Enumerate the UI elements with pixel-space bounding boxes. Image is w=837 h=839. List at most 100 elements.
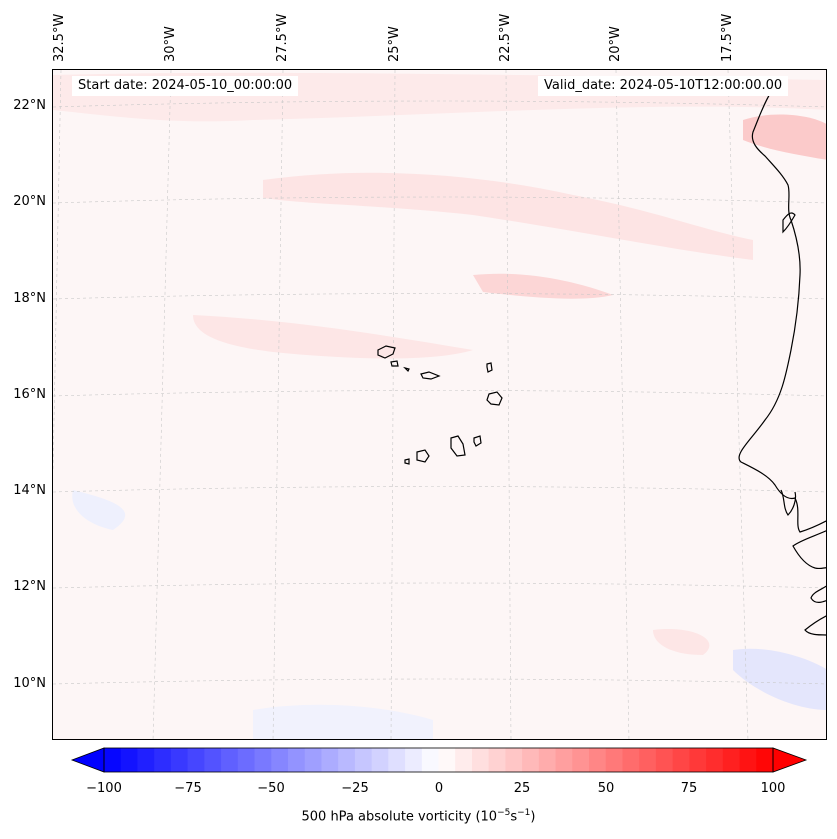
colorbar-tick: 75 (680, 781, 698, 796)
island-sao-nicolau (420, 371, 441, 380)
lat-label-10n: 10°N (13, 676, 46, 691)
cape-verde-islands (377, 345, 503, 465)
lon-label-20w: 20°W (608, 26, 623, 62)
island-brava (404, 458, 410, 465)
west-africa-coastline (738, 91, 826, 636)
colorbar-segment (572, 748, 590, 772)
island-santa-luzia (403, 366, 410, 373)
lon-gridline (615, 70, 630, 739)
colorbar-segment (287, 748, 306, 772)
start-date-label: Start date: 2024-05-10_00:00:00 (72, 76, 299, 96)
colorbar-frame (103, 747, 774, 773)
colorbar-segment (538, 748, 557, 772)
colorbar-segment (756, 748, 774, 772)
colorbar-tick: −75 (174, 781, 202, 796)
lat-gridline (53, 100, 826, 108)
colorbar-segment (505, 748, 523, 772)
lat-label-12n: 12°N (13, 579, 46, 594)
colorbar-segment (706, 748, 724, 772)
colorbar-segment (338, 748, 356, 772)
colorbar-segment (421, 748, 439, 772)
colorbar-segment (739, 748, 757, 772)
lon-gridline (505, 70, 512, 739)
colorbar-segment (154, 748, 172, 772)
island-sao-vicente (390, 360, 399, 367)
lat-label-14n: 14°N (13, 483, 46, 498)
lon-label-32-5w: 32.5°W (52, 13, 67, 62)
lon-label-25w: 25°W (387, 26, 402, 62)
colorbar-segment (488, 748, 506, 772)
lat-gridline (53, 582, 826, 589)
lon-gridline (727, 70, 749, 739)
colorbar-segment (605, 748, 623, 772)
colorbar (70, 747, 808, 773)
colorbar-arrow-min (70, 747, 105, 773)
vorticity-band (473, 273, 613, 299)
lon-label-27-5w: 27.5°W (275, 13, 290, 62)
colorbar-tick: −50 (257, 781, 285, 796)
colorbar-segment (722, 748, 741, 772)
colorbar-segment (104, 748, 122, 772)
colorbar-segment (204, 748, 222, 772)
gridlines (53, 70, 826, 739)
vorticity-band (653, 629, 710, 655)
lat-label-16n: 16°N (13, 387, 46, 402)
colorbar-segment (137, 748, 155, 772)
vorticity-field (53, 72, 826, 739)
lon-gridline (390, 70, 396, 739)
colorbar-segment (589, 748, 607, 772)
colorbar-tick: 0 (434, 781, 444, 796)
colorbar-segment (672, 748, 690, 772)
vorticity-band (193, 315, 473, 359)
colorbar-arrow-max (772, 747, 808, 773)
lon-label-17-5w: 17.5°W (720, 13, 735, 62)
lat-gridline (53, 486, 826, 493)
colorbar-tick: 50 (597, 781, 615, 796)
lat-label-20n: 20°N (13, 194, 46, 209)
lon-label-22-5w: 22.5°W (498, 13, 513, 62)
colorbar-segment (221, 748, 239, 772)
map-canvas (53, 70, 826, 739)
vorticity-band (253, 704, 433, 739)
island-santiago (450, 435, 466, 457)
lat-label-22n: 22°N (13, 98, 46, 113)
lon-gridline (53, 70, 62, 471)
lat-gridline (53, 293, 826, 300)
lat-gridline (53, 390, 826, 397)
island-boa-vista (486, 391, 503, 406)
colorbar-segment (405, 748, 423, 772)
colorbar-segment (371, 748, 389, 772)
senegal-river-detail (780, 489, 797, 516)
colorbar-segments (104, 748, 774, 772)
colorbar-segment (237, 748, 256, 772)
colorbar-segment (254, 748, 272, 772)
colorbar-segment (170, 748, 189, 772)
vorticity-band (72, 490, 126, 530)
colorbar-segment (639, 748, 657, 772)
valid-date-label: Valid_date: 2024-05-10T12:00:00.00 (538, 76, 789, 96)
colorbar-segment (689, 748, 707, 772)
vorticity-map (52, 69, 827, 740)
colorbar-tick: −100 (86, 781, 122, 796)
island-fogo (416, 449, 430, 463)
island-sal (486, 362, 493, 373)
lon-label-30w: 30°W (163, 26, 178, 62)
colorbar-segment (120, 748, 138, 772)
colorbar-tick: 100 (760, 781, 786, 796)
colorbar-segment (555, 748, 573, 772)
lat-gridline (53, 678, 826, 685)
lat-label-18n: 18°N (13, 291, 46, 306)
vorticity-band (743, 114, 826, 160)
colorbar-segment (271, 748, 289, 772)
island-santo-antao (377, 345, 396, 359)
colorbar-segment (438, 748, 456, 772)
colorbar-tick: 25 (513, 781, 531, 796)
colorbar-segment (471, 748, 490, 772)
colorbar-segment (321, 748, 339, 772)
colorbar-segment (655, 748, 674, 772)
vorticity-band (263, 172, 753, 260)
lat-gridline (53, 196, 826, 204)
colorbar-segment (187, 748, 205, 772)
lon-gridline (152, 70, 172, 739)
colorbar-segment (622, 748, 640, 772)
